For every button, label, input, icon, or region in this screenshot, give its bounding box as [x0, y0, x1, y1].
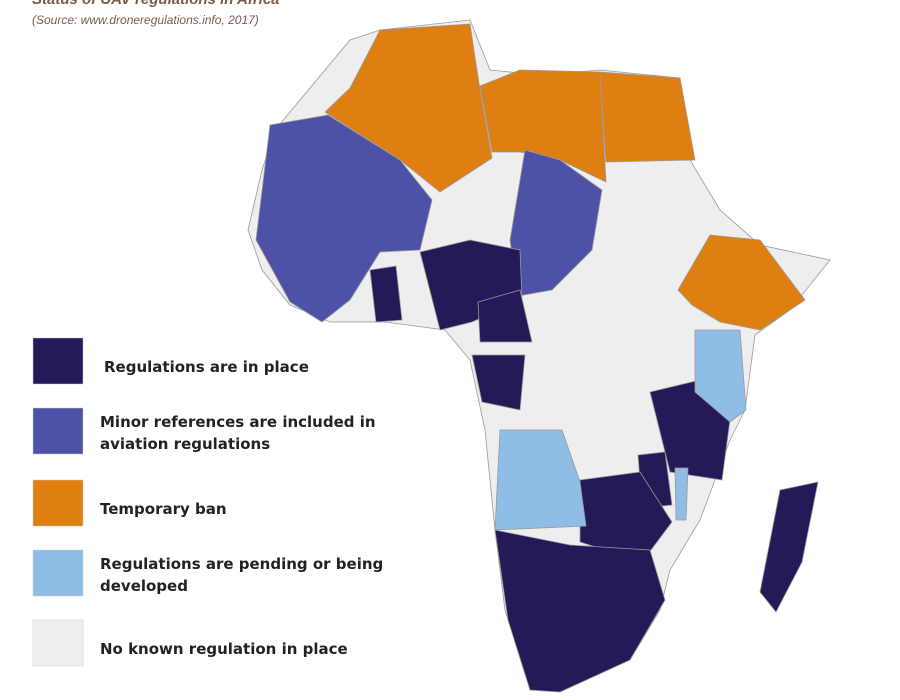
legend-swatch: [32, 337, 84, 385]
map: [247, 19, 831, 693]
region: [694, 329, 747, 423]
region: [579, 471, 673, 563]
title: Status of UAV regulations in Africa: [32, 0, 280, 8]
legend-label: Regulations are in place: [104, 358, 309, 376]
legend-swatch: [32, 549, 84, 597]
legend-label: aviation regulations: [100, 435, 270, 453]
legend-label: Regulations are pending or being: [100, 555, 383, 573]
legend-swatch: [32, 619, 84, 667]
legend-label: No known regulation in place: [100, 640, 348, 658]
legend-swatch: [32, 407, 84, 455]
region: [494, 429, 587, 531]
region: [477, 289, 533, 343]
region: [759, 481, 819, 613]
legend-label: Minor references are included in: [100, 413, 376, 431]
legend-label: Temporary ban: [100, 500, 227, 518]
legend: Regulations are in place Minor references…: [32, 337, 383, 667]
region: [599, 71, 696, 163]
region: [255, 114, 433, 323]
region: [677, 234, 806, 331]
legend-label: developed: [100, 577, 188, 595]
region: [369, 265, 403, 323]
region: [494, 529, 666, 693]
legend-swatch: [32, 479, 84, 527]
region: [471, 354, 526, 411]
source: (Source: www.droneregulations.info, 2017…: [32, 13, 259, 27]
region: [324, 23, 493, 193]
region: [674, 467, 689, 521]
region: [479, 69, 607, 183]
